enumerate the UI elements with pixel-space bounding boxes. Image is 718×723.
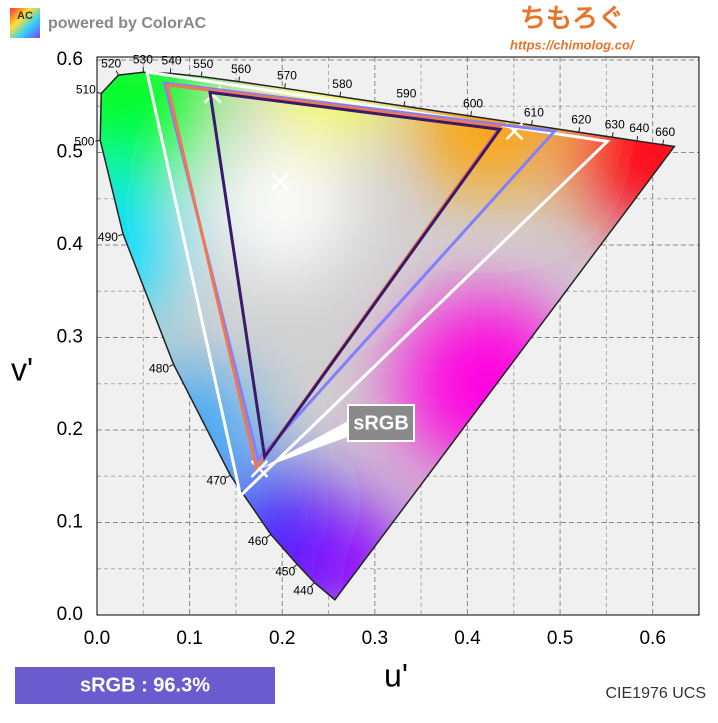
callout-label: sRGB — [353, 412, 409, 434]
wavelength-label: 640 — [629, 121, 649, 135]
wavelength-label: 530 — [133, 52, 153, 66]
x-tick-label: 0.1 — [176, 628, 202, 649]
wavelength-label: 470 — [206, 473, 226, 487]
site-name: ちもろぐ — [520, 3, 624, 33]
y-tick-label: 0.2 — [57, 419, 83, 440]
wavelength-label: 510 — [76, 82, 96, 96]
wavelength-label: 490 — [98, 230, 118, 244]
wavelength-label: 600 — [463, 96, 483, 110]
wavelength-label: 620 — [571, 113, 591, 127]
wavelength-label: 610 — [524, 105, 544, 119]
wavelength-label: 660 — [655, 125, 675, 139]
brand: powered by ColorAC — [48, 15, 207, 32]
wavelength-label: 540 — [162, 54, 182, 68]
wavelength-label: 460 — [248, 534, 268, 548]
wavelength-label: 630 — [605, 118, 625, 132]
wavelength-label: 450 — [275, 564, 295, 578]
wavelength-label: 590 — [396, 86, 416, 100]
x-tick-label: 0.0 — [84, 628, 110, 649]
y-axis-label: v' — [11, 351, 33, 387]
x-tick-label: 0.4 — [454, 628, 481, 649]
x-tick-label: 0.6 — [639, 628, 665, 649]
wavelength-tick — [201, 72, 202, 77]
wavelength-label: 440 — [293, 584, 313, 598]
wavelength-label: 580 — [332, 77, 352, 91]
site-url: https://chimolog.co/ — [510, 37, 635, 52]
x-tick-label: 0.3 — [362, 628, 388, 649]
x-tick-label: 0.2 — [269, 628, 295, 649]
y-tick-label: 0.0 — [57, 604, 83, 625]
wavelength-label: 500 — [74, 134, 94, 148]
y-tick-label: 0.6 — [57, 49, 83, 70]
y-tick-label: 0.1 — [57, 512, 83, 533]
coverage-label: sRGB : 96.3% — [80, 674, 210, 696]
wavelength-label: 480 — [149, 362, 169, 376]
wavelength-tick — [239, 77, 240, 82]
x-axis-label: u' — [384, 657, 408, 693]
y-tick-label: 0.4 — [57, 234, 84, 255]
wavelength-label: 560 — [231, 62, 251, 76]
y-tick-label: 0.3 — [57, 327, 83, 348]
footer: CIE1976 UCS — [606, 685, 707, 702]
logo: AC — [17, 10, 33, 22]
wavelength-label: 550 — [193, 57, 213, 71]
wavelength-label: 570 — [277, 69, 297, 83]
wavelength-label: 520 — [101, 57, 121, 71]
x-tick-label: 0.5 — [547, 628, 573, 649]
